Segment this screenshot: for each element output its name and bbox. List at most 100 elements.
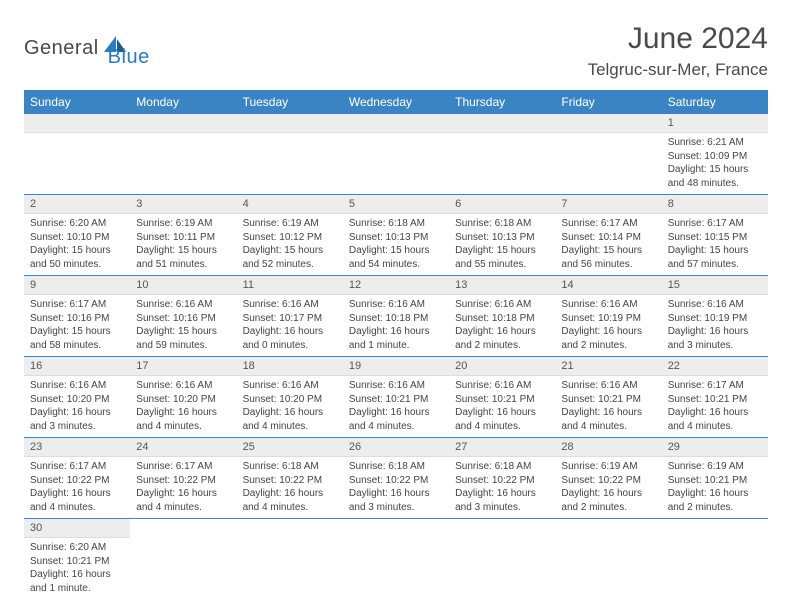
sunset-text: Sunset: 10:16 PM	[30, 312, 124, 326]
daylight-text: Daylight: 16 hours and 4 minutes.	[561, 406, 655, 433]
daylight-text: Daylight: 16 hours and 3 minutes.	[668, 325, 762, 352]
calendar-cell: 4Sunrise: 6:19 AMSunset: 10:12 PMDayligh…	[237, 195, 343, 276]
day-number: 3	[130, 195, 236, 214]
calendar-cell: 29Sunrise: 6:19 AMSunset: 10:21 PMDaylig…	[662, 438, 768, 519]
sunrise-text: Sunrise: 6:19 AM	[668, 460, 762, 474]
day-details: Sunrise: 6:17 AMSunset: 10:14 PMDaylight…	[555, 214, 661, 275]
day-number-empty	[24, 114, 130, 133]
day-details: Sunrise: 6:16 AMSunset: 10:20 PMDaylight…	[24, 376, 130, 437]
day-details: Sunrise: 6:18 AMSunset: 10:13 PMDaylight…	[449, 214, 555, 275]
sunset-text: Sunset: 10:21 PM	[30, 555, 124, 569]
daylight-text: Daylight: 15 hours and 54 minutes.	[349, 244, 443, 271]
sunrise-text: Sunrise: 6:16 AM	[136, 379, 230, 393]
calendar-cell: 9Sunrise: 6:17 AMSunset: 10:16 PMDayligh…	[24, 276, 130, 357]
sunset-text: Sunset: 10:16 PM	[136, 312, 230, 326]
sunrise-text: Sunrise: 6:18 AM	[349, 217, 443, 231]
calendar-cell: 22Sunrise: 6:17 AMSunset: 10:21 PMDaylig…	[662, 357, 768, 438]
day-number: 20	[449, 357, 555, 376]
daylight-text: Daylight: 15 hours and 57 minutes.	[668, 244, 762, 271]
sunset-text: Sunset: 10:22 PM	[30, 474, 124, 488]
calendar-cell: 11Sunrise: 6:16 AMSunset: 10:17 PMDaylig…	[237, 276, 343, 357]
sunset-text: Sunset: 10:20 PM	[136, 393, 230, 407]
sunrise-text: Sunrise: 6:16 AM	[136, 298, 230, 312]
sunset-text: Sunset: 10:21 PM	[349, 393, 443, 407]
sunset-text: Sunset: 10:11 PM	[136, 231, 230, 245]
sunrise-text: Sunrise: 6:16 AM	[349, 379, 443, 393]
day-number: 1	[662, 114, 768, 133]
sunset-text: Sunset: 10:21 PM	[561, 393, 655, 407]
calendar-cell	[662, 519, 768, 600]
daylight-text: Daylight: 16 hours and 4 minutes.	[243, 487, 337, 514]
day-number: 14	[555, 276, 661, 295]
sunrise-text: Sunrise: 6:18 AM	[455, 217, 549, 231]
day-details: Sunrise: 6:16 AMSunset: 10:17 PMDaylight…	[237, 295, 343, 356]
weekday-header: Tuesday	[237, 90, 343, 114]
sunrise-text: Sunrise: 6:20 AM	[30, 217, 124, 231]
calendar-table: SundayMondayTuesdayWednesdayThursdayFrid…	[24, 90, 768, 599]
day-details: Sunrise: 6:16 AMSunset: 10:21 PMDaylight…	[343, 376, 449, 437]
day-number: 24	[130, 438, 236, 457]
calendar-cell: 10Sunrise: 6:16 AMSunset: 10:16 PMDaylig…	[130, 276, 236, 357]
calendar-cell: 12Sunrise: 6:16 AMSunset: 10:18 PMDaylig…	[343, 276, 449, 357]
calendar-cell: 14Sunrise: 6:16 AMSunset: 10:19 PMDaylig…	[555, 276, 661, 357]
day-number: 2	[24, 195, 130, 214]
day-details: Sunrise: 6:19 AMSunset: 10:11 PMDaylight…	[130, 214, 236, 275]
sunrise-text: Sunrise: 6:19 AM	[561, 460, 655, 474]
calendar-cell: 5Sunrise: 6:18 AMSunset: 10:13 PMDayligh…	[343, 195, 449, 276]
calendar-cell	[343, 519, 449, 600]
sunset-text: Sunset: 10:22 PM	[455, 474, 549, 488]
sunrise-text: Sunrise: 6:16 AM	[668, 298, 762, 312]
day-number: 16	[24, 357, 130, 376]
calendar-cell: 26Sunrise: 6:18 AMSunset: 10:22 PMDaylig…	[343, 438, 449, 519]
day-details: Sunrise: 6:17 AMSunset: 10:22 PMDaylight…	[24, 457, 130, 518]
calendar-cell: 6Sunrise: 6:18 AMSunset: 10:13 PMDayligh…	[449, 195, 555, 276]
sunset-text: Sunset: 10:19 PM	[668, 312, 762, 326]
daylight-text: Daylight: 16 hours and 2 minutes.	[668, 487, 762, 514]
daylight-text: Daylight: 15 hours and 52 minutes.	[243, 244, 337, 271]
sunrise-text: Sunrise: 6:16 AM	[561, 298, 655, 312]
day-number: 23	[24, 438, 130, 457]
weekday-header: Friday	[555, 90, 661, 114]
daylight-text: Daylight: 16 hours and 2 minutes.	[455, 325, 549, 352]
day-details: Sunrise: 6:18 AMSunset: 10:22 PMDaylight…	[237, 457, 343, 518]
sunrise-text: Sunrise: 6:18 AM	[243, 460, 337, 474]
daylight-text: Daylight: 16 hours and 1 minute.	[30, 568, 124, 595]
calendar-cell	[130, 519, 236, 600]
calendar-cell: 18Sunrise: 6:16 AMSunset: 10:20 PMDaylig…	[237, 357, 343, 438]
day-number: 9	[24, 276, 130, 295]
daylight-text: Daylight: 15 hours and 58 minutes.	[30, 325, 124, 352]
day-details: Sunrise: 6:20 AMSunset: 10:21 PMDaylight…	[24, 538, 130, 599]
calendar-cell	[449, 519, 555, 600]
sunset-text: Sunset: 10:12 PM	[243, 231, 337, 245]
day-number: 27	[449, 438, 555, 457]
daylight-text: Daylight: 16 hours and 4 minutes.	[455, 406, 549, 433]
sunset-text: Sunset: 10:13 PM	[349, 231, 443, 245]
sunrise-text: Sunrise: 6:16 AM	[243, 379, 337, 393]
weekday-header: Saturday	[662, 90, 768, 114]
sunset-text: Sunset: 10:21 PM	[668, 393, 762, 407]
calendar-cell: 13Sunrise: 6:16 AMSunset: 10:18 PMDaylig…	[449, 276, 555, 357]
sunrise-text: Sunrise: 6:16 AM	[243, 298, 337, 312]
day-details: Sunrise: 6:16 AMSunset: 10:19 PMDaylight…	[662, 295, 768, 356]
daylight-text: Daylight: 16 hours and 4 minutes.	[30, 487, 124, 514]
calendar-row: 2 Sunrise: 6:20 AMSunset: 10:10 PM Dayligh…	[24, 195, 768, 276]
day-number: 28	[555, 438, 661, 457]
calendar-cell: 20Sunrise: 6:16 AMSunset: 10:21 PMDaylig…	[449, 357, 555, 438]
calendar-row: 1Sunrise: 6:21 AMSunset: 10:09 PMDayligh…	[24, 114, 768, 195]
weekday-header: Thursday	[449, 90, 555, 114]
calendar-cell: 21Sunrise: 6:16 AMSunset: 10:21 PMDaylig…	[555, 357, 661, 438]
day-details: Sunrise: 6:18 AMSunset: 10:22 PMDaylight…	[343, 457, 449, 518]
calendar-row: 9Sunrise: 6:17 AMSunset: 10:16 PMDayligh…	[24, 276, 768, 357]
daylight-text: Daylight: 16 hours and 4 minutes.	[668, 406, 762, 433]
sunset-text: Sunset: 10:22 PM	[349, 474, 443, 488]
day-details: Sunrise: 6:17 AMSunset: 10:22 PMDaylight…	[130, 457, 236, 518]
sunset-text: Sunset: 10:22 PM	[136, 474, 230, 488]
sunset-text: Sunset: 10:21 PM	[668, 474, 762, 488]
sunrise-text: Sunrise: 6:17 AM	[30, 460, 124, 474]
sunset-text: Sunset: 10:10 PM	[30, 231, 124, 245]
calendar-cell: 28Sunrise: 6:19 AMSunset: 10:22 PMDaylig…	[555, 438, 661, 519]
day-details: Sunrise: 6:17 AMSunset: 10:16 PMDaylight…	[24, 295, 130, 356]
day-number-empty	[237, 114, 343, 133]
day-number: 4	[237, 195, 343, 214]
day-details: Sunrise: 6:18 AMSunset: 10:13 PMDaylight…	[343, 214, 449, 275]
